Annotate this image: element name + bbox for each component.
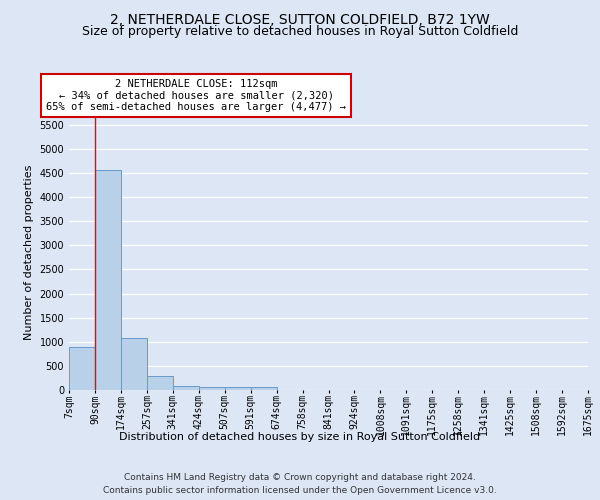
Text: Contains HM Land Registry data © Crown copyright and database right 2024.: Contains HM Land Registry data © Crown c… xyxy=(124,472,476,482)
Bar xyxy=(251,387,277,390)
Text: Size of property relative to detached houses in Royal Sutton Coldfield: Size of property relative to detached ho… xyxy=(82,25,518,38)
Bar xyxy=(95,170,121,390)
Bar xyxy=(69,346,95,390)
Text: Distribution of detached houses by size in Royal Sutton Coldfield: Distribution of detached houses by size … xyxy=(119,432,481,442)
Text: 2 NETHERDALE CLOSE: 112sqm
← 34% of detached houses are smaller (2,320)
65% of s: 2 NETHERDALE CLOSE: 112sqm ← 34% of deta… xyxy=(46,79,346,112)
Bar xyxy=(225,387,251,390)
Bar xyxy=(147,376,173,390)
Bar xyxy=(121,338,147,390)
Bar xyxy=(173,386,199,390)
Y-axis label: Number of detached properties: Number of detached properties xyxy=(24,165,34,340)
Text: Contains public sector information licensed under the Open Government Licence v3: Contains public sector information licen… xyxy=(103,486,497,495)
Text: 2, NETHERDALE CLOSE, SUTTON COLDFIELD, B72 1YW: 2, NETHERDALE CLOSE, SUTTON COLDFIELD, B… xyxy=(110,12,490,26)
Bar xyxy=(199,387,224,390)
